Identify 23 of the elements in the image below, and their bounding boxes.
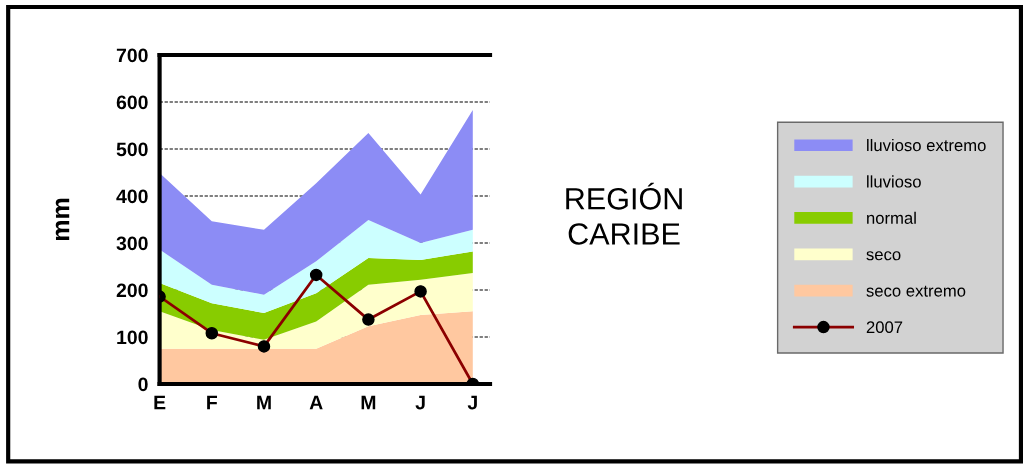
y-tick-label: 600 bbox=[116, 95, 148, 110]
legend-label: lluvioso extremo bbox=[867, 138, 986, 152]
y-axis-title: mm bbox=[55, 198, 70, 241]
legend-label: seco extremo bbox=[866, 285, 966, 297]
legend-label: seco bbox=[866, 251, 901, 261]
y-tick-label: 500 bbox=[116, 142, 148, 157]
y-tick-label: 300 bbox=[116, 236, 148, 251]
legend-label: normal bbox=[867, 211, 916, 224]
y-tick-label: 400 bbox=[116, 189, 148, 204]
legend-label: lluvioso bbox=[867, 175, 921, 188]
x-tick-label: M bbox=[361, 395, 376, 410]
x-tick-label: J bbox=[415, 395, 425, 410]
x-tick-label: M bbox=[257, 395, 271, 410]
x-tick-label: E bbox=[154, 395, 166, 410]
legend-label: 2007 bbox=[866, 321, 903, 334]
y-tick-label: 200 bbox=[116, 283, 148, 298]
x-tick-label: J bbox=[467, 395, 477, 410]
y-tick-label: 100 bbox=[117, 330, 148, 345]
x-tick-label: F bbox=[207, 395, 218, 410]
x-tick-label: A bbox=[309, 395, 323, 410]
y-tick-label: 0 bbox=[138, 377, 148, 392]
y-tick-label: 700 bbox=[116, 48, 148, 63]
text: REGIÓN CARIBE bbox=[566, 182, 682, 245]
